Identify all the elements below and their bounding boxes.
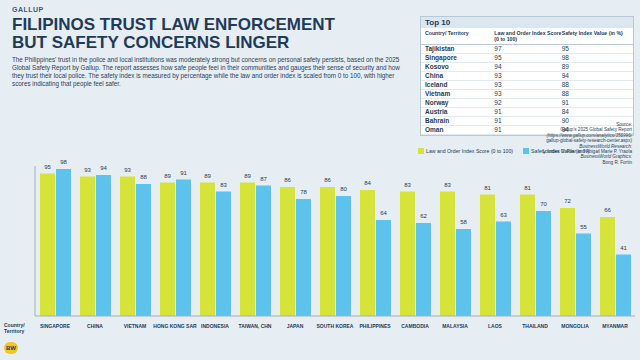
html-text:Territory: Territory [4,328,25,334]
svg-text:86: 86 [324,177,331,183]
html-text:88: 88 [561,90,569,97]
svg-text:84: 84 [364,180,371,186]
html-text:90: 90 [561,117,569,124]
html-text:BusinessWorld Graphics:: BusinessWorld Graphics: [580,154,632,160]
html-text:Country/: Country/ [4,322,25,328]
html-text:Safety Index Value (in %): Safety Index Value (in %) [561,30,623,36]
svg-text:78: 78 [300,189,307,195]
svg-text:LAOS: LAOS [488,323,503,329]
svg-text:88: 88 [140,174,147,180]
svg-text:80: 80 [340,186,347,192]
html-text:Gallup's 2025 Global Safety Re: Gallup's 2025 Global Safety Report [560,127,632,133]
html-text:88: 88 [561,81,569,88]
html-text:gallup-global-safety-research-: gallup-global-safety-research-center.asp… [546,138,632,144]
svg-text:JAPAN: JAPAN [287,323,304,329]
svg-text:89: 89 [164,173,171,179]
html-text:Iceland: Iceland [425,81,448,88]
html-text:89: 89 [561,63,569,70]
html-text:BusinessWorld Research:: BusinessWorld Research: [579,143,632,149]
svg-text:MYANMAR: MYANMAR [602,323,628,329]
svg-text:91: 91 [180,170,187,176]
html-text:Top 10: Top 10 [425,18,451,27]
html-text:Vietnam: Vietnam [425,90,451,97]
html-text:93: 93 [494,72,502,79]
svg-text:CHINA: CHINA [87,323,103,329]
html-text:98: 98 [561,54,569,61]
svg-text:89: 89 [204,173,211,179]
html-text:China: China [425,72,444,79]
html-text:Kosovo: Kosovo [425,63,449,70]
html-text:91: 91 [561,99,569,106]
html-text:97: 97 [494,45,502,52]
html-text:Safety Index Value (in %): Safety Index Value (in %) [531,148,590,154]
svg-text:64: 64 [380,210,387,216]
html-text:94: 94 [561,126,569,133]
svg-text:55: 55 [580,224,587,230]
svg-text:41: 41 [620,245,627,251]
html-text:Singapore: Singapore [425,54,457,61]
svg-text:81: 81 [484,185,491,191]
svg-text:62: 62 [420,213,427,219]
svg-text:MONGOLIA: MONGOLIA [561,323,589,329]
svg-text:VIETNAM: VIETNAM [124,323,147,329]
svg-text:HONG KONG SAR: HONG KONG SAR [153,323,197,329]
html-text:The Philippines' trust in the: The Philippines' trust in the police and… [12,56,400,87]
svg-text:70: 70 [540,201,547,207]
html-text:93: 93 [494,90,502,97]
html-text:94: 94 [494,63,502,70]
html-text:Bong R. Fortin: Bong R. Fortin [602,159,632,165]
html-text:BUT SAFETY CONCERNS LINGER: BUT SAFETY CONCERNS LINGER [12,33,290,52]
html-text:91: 91 [494,117,502,124]
html-text:Law and Order Index Score (0 t: Law and Order Index Score (0 to 100) [494,30,562,42]
html-text:Bahrain: Bahrain [425,117,450,124]
svg-text:87: 87 [260,176,267,182]
svg-text:89: 89 [244,173,251,179]
html-text:92: 92 [494,99,502,106]
svg-text:81: 81 [524,185,531,191]
svg-text:86: 86 [284,177,291,183]
svg-text:INDONESIA: INDONESIA [201,323,229,329]
html-text:Lourdes O. Pilar and Abigail M: Lourdes O. Pilar and Abigail Marie P. Yr… [542,149,632,154]
svg-text:72: 72 [564,198,571,204]
svg-text:83: 83 [444,182,451,188]
svg-text:93: 93 [124,167,131,173]
html-text:(https://www.gallup.com/analyt: (https://www.gallup.com/analytics/356996… [546,132,632,138]
html-text:Country/ Territory: Country/ Territory [425,30,469,36]
svg-text:94: 94 [100,165,107,171]
svg-text:SOUTH KOREA: SOUTH KOREA [317,323,354,329]
html-text:95: 95 [494,54,502,61]
svg-text:TAIWAN, CHN: TAIWAN, CHN [239,323,272,329]
svg-text:THAILAND: THAILAND [522,323,548,329]
svg-text:PHILIPPINES: PHILIPPINES [359,323,391,329]
html-text:93: 93 [494,81,502,88]
svg-text:83: 83 [220,182,227,188]
html-text:Oman: Oman [425,126,444,133]
html-text:BW: BW [6,345,16,351]
svg-text:58: 58 [460,219,467,225]
html-text:FILIPINOS TRUST LAW ENFORCEMEN: FILIPINOS TRUST LAW ENFORCEMENT [12,15,335,34]
svg-text:SINGAPORE: SINGAPORE [40,323,71,329]
svg-text:98: 98 [60,159,67,165]
svg-text:83: 83 [404,182,411,188]
svg-text:66: 66 [604,207,611,213]
svg-text:95: 95 [44,164,51,170]
html-text:91: 91 [494,126,502,133]
html-text:95: 95 [561,45,569,52]
html-text:Norway: Norway [425,99,449,106]
html-text:Tajikistan: Tajikistan [425,45,455,52]
html-text:Austria: Austria [425,108,448,115]
svg-text:MALAYSIA: MALAYSIA [442,323,468,329]
html-text:94: 94 [561,72,569,79]
html-text:91: 91 [494,108,502,115]
svg-text:93: 93 [84,167,91,173]
html-text:Law and Order Index Score (0 t: Law and Order Index Score (0 to 100) [426,148,514,154]
html-text:Source:: Source: [616,122,632,127]
html-text:GALLUP: GALLUP [12,6,44,13]
svg-text:63: 63 [500,212,507,218]
html-text:84: 84 [561,108,569,115]
svg-text:CAMBODIA: CAMBODIA [401,323,429,329]
